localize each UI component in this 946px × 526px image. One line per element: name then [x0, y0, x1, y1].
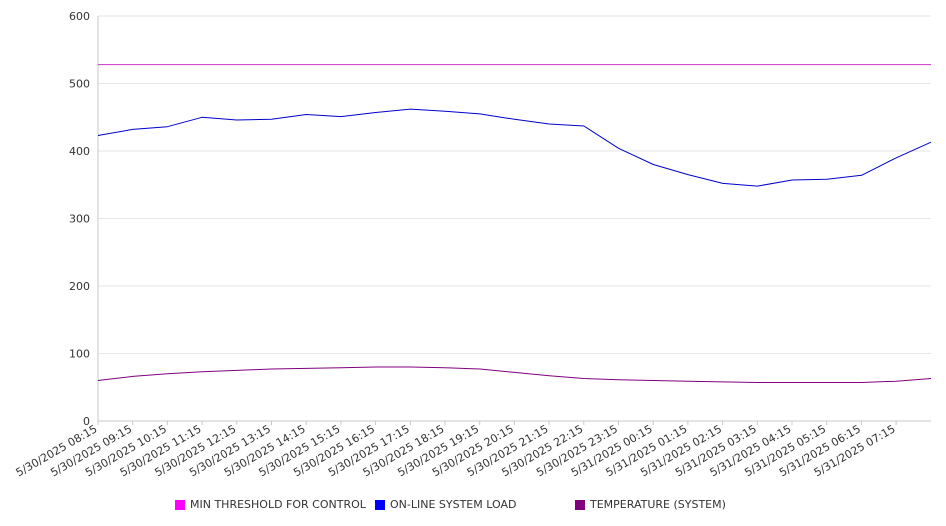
- grid-lines: [98, 15, 931, 422]
- legend-item-temperature[interactable]: TEMPERATURE (SYSTEM): [575, 498, 726, 511]
- series-line-2: [97, 366, 932, 383]
- legend-item-system-load[interactable]: ON-LINE SYSTEM LOAD: [375, 498, 516, 511]
- y-tick-label: 0: [83, 415, 90, 428]
- x-axis: 5/30/2025 08:155/30/2025 09:155/30/2025 …: [14, 420, 931, 479]
- y-tick-label: 300: [69, 213, 90, 226]
- y-tick-label: 200: [69, 280, 90, 293]
- legend-item-min-threshold[interactable]: MIN THRESHOLD FOR CONTROL: [175, 498, 366, 511]
- legend-label-system-load: ON-LINE SYSTEM LOAD: [390, 498, 517, 511]
- series-lines: [97, 64, 932, 383]
- series-line-1: [97, 108, 932, 187]
- legend-swatch-min-threshold: [175, 499, 185, 510]
- legend-label-min-threshold: MIN THRESHOLD FOR CONTROL: [190, 498, 366, 511]
- legend-swatch-system-load: [375, 499, 385, 510]
- legend-label-temperature: TEMPERATURE (SYSTEM): [590, 498, 726, 511]
- y-tick-label: 100: [69, 348, 90, 361]
- legend-swatch-temperature: [575, 499, 585, 510]
- chart-legend: MIN THRESHOLD FOR CONTROL ON-LINE SYSTEM…: [0, 498, 946, 514]
- y-tick-label: 400: [69, 145, 90, 158]
- y-axis: 0 100 200 300 400 500 600: [69, 10, 99, 428]
- y-tick-label: 600: [69, 10, 90, 23]
- y-tick-label: 500: [69, 78, 90, 91]
